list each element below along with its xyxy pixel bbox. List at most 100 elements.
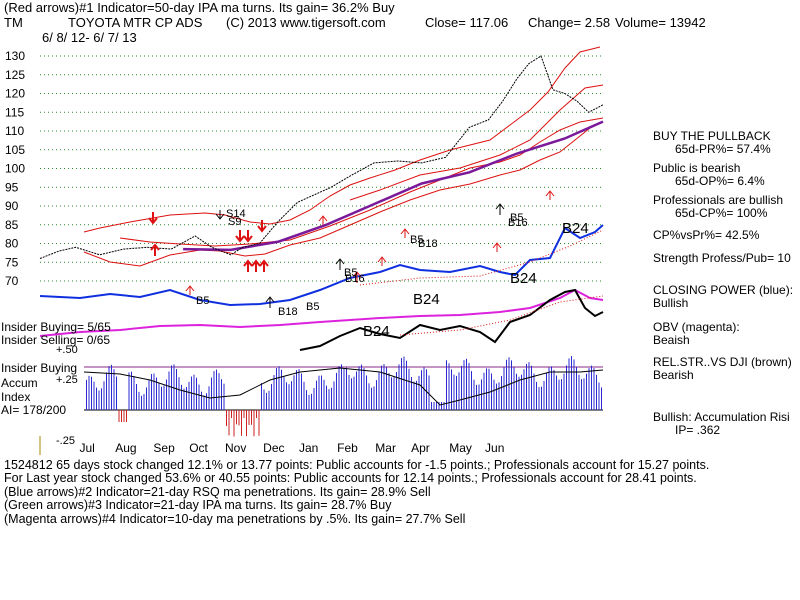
accum-bar (338, 366, 340, 410)
accum-bar (348, 374, 350, 410)
signal-label: B5 (510, 212, 524, 224)
accum-bar (401, 358, 402, 410)
accum-bar (123, 410, 125, 422)
accum-bar (151, 374, 152, 410)
accum-plus50: +.50 (56, 344, 78, 356)
accum-bar (263, 389, 265, 410)
accum-bar (271, 383, 272, 410)
footer-blue-arrows: (Blue arrows)#2 Indicator=21-day RSQ ma … (4, 485, 431, 499)
red-arrow (243, 259, 253, 272)
accum-bar (503, 367, 505, 410)
accum-bar (293, 375, 295, 410)
accum-bar (381, 365, 382, 410)
accum-bar (526, 363, 527, 410)
accum-bar (571, 356, 572, 410)
accum-bar (231, 410, 232, 419)
accum-bar (371, 387, 372, 410)
red-arrow (352, 271, 362, 283)
accum-bar (493, 379, 495, 410)
accum-bar (536, 381, 537, 410)
accum-bar (366, 375, 367, 410)
month-label: Dec (263, 441, 284, 455)
signal-label: S14 (226, 208, 246, 220)
change-value: Change= 2.58 (528, 15, 611, 30)
date-range: 6/ 8/ 12- 6/ 7/ 13 (42, 30, 137, 45)
accum-bar (226, 410, 227, 427)
accum-bar (361, 364, 362, 410)
y-tick-label: 80 (5, 237, 19, 251)
accum-bar (538, 387, 540, 410)
red-arrow (185, 285, 195, 295)
y-tick-label: 95 (5, 180, 19, 194)
accum-bar (583, 378, 585, 410)
accum-bar (336, 372, 337, 410)
accum-bar (238, 410, 240, 426)
accum-bar (406, 360, 407, 410)
accum-bar (138, 391, 140, 410)
accum-bar (356, 371, 357, 410)
accum-bar (273, 374, 275, 410)
accum-bar (553, 369, 555, 410)
accum-bar (278, 366, 280, 410)
accum-bar (531, 365, 532, 410)
accum-bar (313, 387, 315, 410)
accum-bar (443, 402, 445, 410)
signal-label: B24 (510, 270, 537, 287)
accum-bar (241, 410, 242, 436)
volume-value: Volume= 13942 (615, 15, 706, 30)
accum-bar (136, 383, 137, 410)
company-name: TOYOTA MTR CP ADS (68, 15, 203, 30)
accum-bar (188, 381, 190, 410)
accum-bar (256, 410, 257, 419)
accum-bar (156, 377, 157, 410)
accum-bar (576, 366, 577, 410)
accum-bar (516, 373, 517, 410)
accum-bar (411, 376, 412, 410)
accum-bar (166, 379, 167, 410)
accum-bar (106, 372, 107, 410)
accum-bar (558, 379, 560, 410)
accum-bar (128, 372, 130, 410)
accum-bar (283, 376, 285, 410)
accum-bar (246, 410, 247, 437)
accum-bar (393, 377, 395, 410)
accum-plus25: +.25 (56, 374, 78, 386)
accum-bar (193, 374, 195, 410)
signal-label: B24 (413, 291, 440, 308)
signal-label: B18 (278, 306, 298, 318)
copyright: (C) 2013 www.tigersoft.com (226, 15, 386, 30)
month-label: Sep (153, 441, 175, 455)
accum-bar (413, 381, 415, 410)
accum-insider-buying: Insider Buying (1, 361, 78, 375)
y-tick-label: 85 (5, 218, 19, 232)
black-arrows (215, 203, 505, 308)
indicator-1-line: (Red arrows)#1 Indicator=50-day IPA ma t… (4, 0, 395, 15)
accum-bar (178, 377, 180, 410)
accum-bar (98, 390, 100, 410)
accum-bar (573, 359, 575, 410)
accum-bar (528, 362, 530, 410)
accum-bar (258, 410, 260, 436)
accum-bar (471, 371, 472, 410)
accum-bar (276, 368, 277, 410)
accum-bar (448, 363, 450, 410)
price-gridlines (40, 55, 603, 282)
month-label: Mar (375, 441, 396, 455)
price-line (39, 55, 604, 259)
month-label: Feb (337, 441, 358, 455)
closing-power-ma (359, 229, 604, 286)
pros-bullish: Professionals are bullish (653, 193, 784, 207)
accum-bar (341, 364, 342, 410)
cp-value: 65d-CP%= 100% (675, 206, 768, 220)
obv-value: Beaish (653, 333, 690, 347)
black-arrow (335, 258, 345, 270)
accum-bar (118, 410, 120, 422)
accum-bar (163, 385, 165, 410)
accum-bar (196, 377, 197, 410)
accum-bar (203, 395, 205, 410)
ai-value: AI= 178/200 (1, 403, 67, 417)
accum-bar (578, 374, 580, 410)
y-tick-label: 105 (5, 143, 25, 157)
accum-bar (228, 410, 230, 436)
